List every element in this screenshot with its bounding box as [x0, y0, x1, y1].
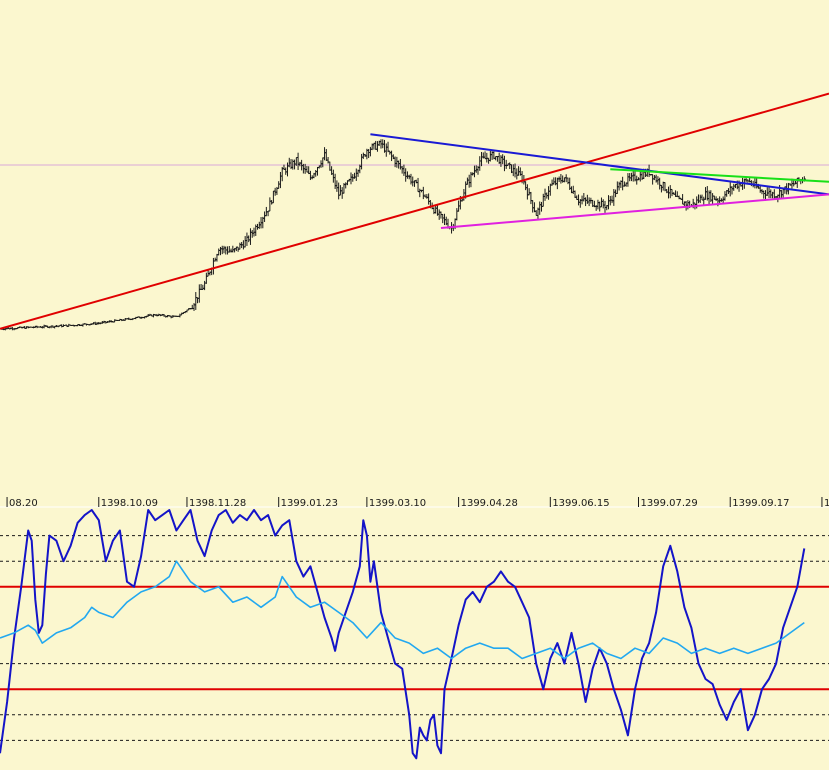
date-tick-label: 1399.04.28 [461, 498, 518, 509]
trendlines[interactable] [0, 92, 829, 330]
trendline-magenta[interactable] [440, 193, 829, 229]
price-bars [0, 139, 806, 331]
date-tick-label: 08.20 [9, 498, 38, 509]
trendline-blue[interactable] [370, 133, 829, 196]
date-tick-label: 1399.09.17 [732, 498, 789, 509]
date-tick-label: 1399.01.23 [281, 498, 338, 509]
trendline-green[interactable] [610, 168, 829, 183]
price-pane[interactable] [0, 92, 829, 331]
date-tick-label: 1399.06.15 [552, 498, 609, 509]
oscillator-levels [0, 535, 829, 741]
oscillator-line-fast [0, 509, 806, 760]
oscillator-series [0, 509, 806, 760]
date-tick-label: 1399.03.10 [369, 498, 426, 509]
date-tick-label: 1399.07.29 [641, 498, 698, 509]
date-tick-label: 1398.10.09 [101, 498, 158, 509]
date-tick-label: 1398.11.28 [189, 498, 246, 509]
oscillator-pane[interactable]: 08.20 1398.10.09 1398.11.28 1399.01.23 1399.… [0, 497, 829, 760]
oscillator-line-slow [0, 560, 805, 660]
date-tick-label: 1399.11.07 [824, 498, 829, 509]
trendline-red[interactable] [0, 92, 829, 330]
date-axis: 08.20 1398.10.09 1398.11.28 1399.01.23 1399.… [0, 497, 829, 509]
